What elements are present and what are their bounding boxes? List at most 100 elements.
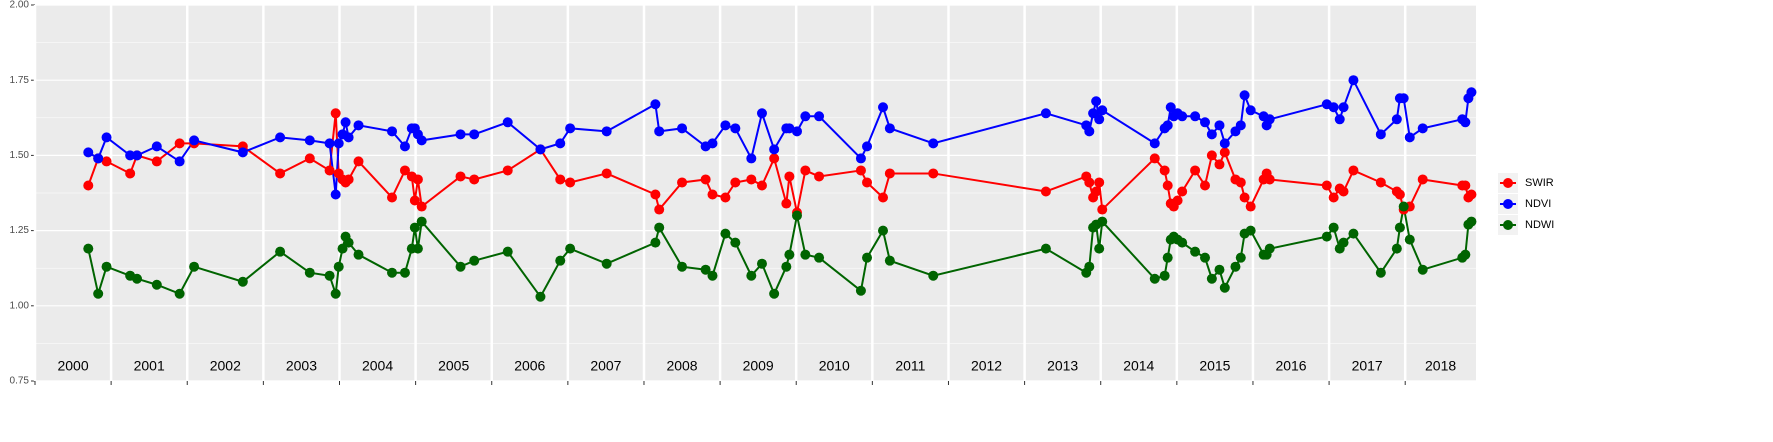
x-tick-label: 2001 bbox=[134, 358, 165, 374]
x-tick-label: 2017 bbox=[1352, 358, 1383, 374]
data-point bbox=[707, 189, 718, 200]
data-point bbox=[1466, 87, 1477, 98]
data-point bbox=[1245, 201, 1256, 212]
data-point bbox=[1206, 150, 1217, 161]
data-point bbox=[601, 126, 612, 137]
data-point bbox=[1245, 105, 1256, 116]
data-point bbox=[189, 135, 200, 146]
data-point bbox=[387, 267, 398, 278]
data-point bbox=[1321, 180, 1332, 191]
x-tick-label: 2002 bbox=[210, 358, 241, 374]
data-point bbox=[855, 153, 866, 164]
data-point bbox=[1321, 231, 1332, 242]
data-point bbox=[1200, 252, 1211, 263]
data-point bbox=[502, 165, 513, 176]
data-point bbox=[1328, 192, 1339, 203]
data-point bbox=[151, 279, 162, 290]
data-point bbox=[340, 117, 351, 128]
data-point bbox=[1375, 267, 1386, 278]
data-point bbox=[304, 153, 315, 164]
data-point bbox=[275, 132, 286, 143]
data-point bbox=[855, 285, 866, 296]
data-point bbox=[601, 258, 612, 269]
data-point bbox=[746, 153, 757, 164]
data-point bbox=[455, 129, 466, 140]
data-point bbox=[814, 171, 825, 182]
data-point bbox=[1040, 186, 1051, 197]
data-point bbox=[1084, 177, 1095, 188]
x-tick-label: 2018 bbox=[1425, 358, 1456, 374]
data-point bbox=[862, 177, 873, 188]
data-point bbox=[862, 252, 873, 263]
data-point bbox=[1219, 147, 1230, 158]
data-point bbox=[93, 288, 104, 299]
data-point bbox=[814, 111, 825, 122]
x-tick-label: 2000 bbox=[57, 358, 88, 374]
data-point bbox=[756, 258, 767, 269]
data-point bbox=[333, 261, 344, 272]
data-point bbox=[502, 117, 513, 128]
data-point bbox=[101, 132, 112, 143]
data-point bbox=[151, 141, 162, 152]
data-point bbox=[884, 255, 895, 266]
data-point bbox=[1149, 273, 1160, 284]
data-point bbox=[700, 174, 711, 185]
data-point bbox=[1200, 180, 1211, 191]
data-point bbox=[700, 264, 711, 275]
data-point bbox=[1235, 120, 1246, 131]
data-point bbox=[769, 144, 780, 155]
data-point bbox=[1084, 261, 1095, 272]
data-point bbox=[1214, 120, 1225, 131]
data-point bbox=[455, 171, 466, 182]
data-point bbox=[650, 189, 661, 200]
data-point bbox=[125, 150, 136, 161]
data-point bbox=[928, 270, 939, 281]
data-point bbox=[1235, 252, 1246, 263]
data-point bbox=[1334, 114, 1345, 125]
data-point bbox=[769, 288, 780, 299]
data-point bbox=[399, 267, 410, 278]
x-tick-label: 2012 bbox=[971, 358, 1002, 374]
data-point bbox=[1094, 177, 1105, 188]
data-point bbox=[412, 243, 423, 254]
data-point bbox=[730, 123, 741, 134]
data-point bbox=[855, 165, 866, 176]
data-point bbox=[1348, 75, 1359, 86]
data-point bbox=[1040, 243, 1051, 254]
data-point bbox=[1245, 225, 1256, 236]
data-point bbox=[730, 177, 741, 188]
data-point bbox=[416, 216, 427, 227]
data-point bbox=[720, 120, 731, 131]
data-point bbox=[535, 144, 546, 155]
data-point bbox=[469, 174, 480, 185]
legend-point bbox=[1503, 178, 1513, 188]
data-point bbox=[1088, 108, 1099, 119]
data-point bbox=[1398, 93, 1409, 104]
data-point bbox=[1338, 237, 1349, 248]
x-tick-label: 2009 bbox=[743, 358, 774, 374]
data-point bbox=[1328, 222, 1339, 233]
data-point bbox=[1206, 273, 1217, 284]
x-tick-label: 2004 bbox=[362, 358, 393, 374]
data-point bbox=[730, 237, 741, 248]
y-tick-label: 2.00 bbox=[10, 0, 30, 11]
data-point bbox=[409, 195, 420, 206]
data-point bbox=[174, 156, 185, 167]
data-point bbox=[650, 237, 661, 248]
data-point bbox=[720, 192, 731, 203]
data-point bbox=[654, 222, 665, 233]
data-point bbox=[756, 180, 767, 191]
data-point bbox=[330, 189, 341, 200]
data-point bbox=[1375, 177, 1386, 188]
data-point bbox=[343, 237, 354, 248]
x-tick-label: 2015 bbox=[1199, 358, 1230, 374]
data-point bbox=[1159, 270, 1170, 281]
y-tick-label: 1.75 bbox=[10, 75, 30, 86]
data-point bbox=[83, 147, 94, 158]
data-point bbox=[756, 108, 767, 119]
data-point bbox=[1338, 102, 1349, 113]
data-point bbox=[1235, 177, 1246, 188]
data-point bbox=[1391, 243, 1402, 254]
data-point bbox=[1162, 120, 1173, 131]
data-point bbox=[353, 156, 364, 167]
